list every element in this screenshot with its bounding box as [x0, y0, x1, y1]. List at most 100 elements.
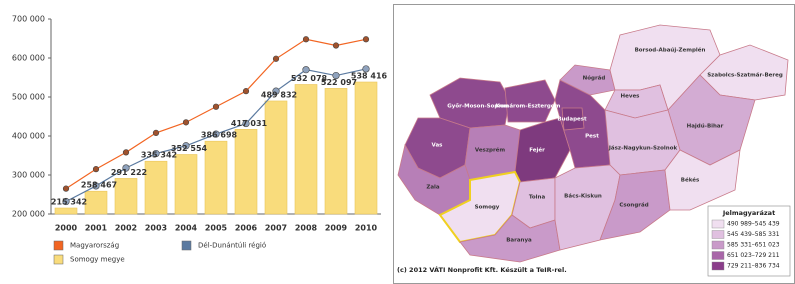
legend-swatch — [53, 240, 64, 251]
bar — [54, 207, 78, 215]
county-label: Pest — [585, 134, 599, 140]
map-legend-label: 729 211–836 734 — [727, 263, 780, 270]
x-tick-label: 2006 — [235, 224, 258, 233]
map-legend-swatch — [711, 240, 725, 250]
county-label: Békés — [681, 177, 700, 184]
county-label: Csongrád — [619, 202, 648, 209]
legend-swatch — [53, 254, 64, 265]
map-legend-label: 585 331–651 023 — [727, 242, 780, 249]
point — [332, 71, 340, 80]
x-tick-label: 2002 — [115, 224, 137, 233]
county — [504, 79, 556, 123]
x-tick-label: 2001 — [85, 224, 108, 233]
value-label: 258 467 — [81, 181, 117, 190]
bar — [264, 100, 288, 215]
map-legend-swatch — [711, 261, 725, 271]
map-legend-label: 545 439–585 331 — [727, 231, 780, 238]
bar — [354, 81, 378, 215]
legend-label: Somogy megye — [70, 256, 125, 264]
x-tick-label: 2007 — [265, 224, 287, 233]
legend-label: Magyarország — [70, 242, 119, 250]
x-tick-label: 2000 — [55, 224, 78, 233]
x-tick-label: 2009 — [325, 224, 348, 233]
x-tick-label: 2003 — [145, 224, 167, 233]
map-legend-swatch — [711, 230, 725, 239]
county-label: Veszprém — [475, 147, 506, 154]
bar — [234, 129, 258, 215]
point — [62, 197, 70, 206]
point — [212, 130, 220, 138]
point — [362, 36, 370, 43]
county-label: Nógrád — [583, 75, 606, 82]
value-label: 352 554 — [171, 144, 208, 153]
county-label: Zala — [426, 185, 440, 191]
value-label: 291 222 — [111, 168, 147, 177]
x-tick-label: 2004 — [175, 224, 198, 233]
county-label: Heves — [621, 94, 641, 100]
county — [459, 214, 561, 263]
point — [62, 185, 70, 192]
point — [182, 142, 190, 150]
point — [182, 119, 190, 126]
bar — [324, 88, 348, 215]
legend-swatch — [181, 240, 192, 251]
y-tick-label: 200 000 — [12, 210, 45, 219]
y-tick-label: 400 000 — [12, 132, 45, 141]
map-footer: (c) 2012 VÁTI Nonprofit Kft. Készült a T… — [397, 265, 567, 274]
point — [272, 87, 280, 95]
point — [302, 36, 310, 43]
point — [362, 65, 370, 73]
point — [122, 149, 130, 156]
value-label: 489 832 — [261, 90, 297, 99]
y-tick-label: 700 000 — [12, 15, 45, 24]
map-legend-title: Jelmagyarázat — [722, 209, 775, 217]
county-label: Jász-Nagykun-Szolnok — [608, 145, 678, 152]
x-tick-label: 2010 — [355, 224, 378, 233]
value-label: 386 698 — [201, 131, 238, 140]
county-label: Vas — [432, 143, 444, 149]
point — [272, 55, 280, 62]
point — [302, 66, 310, 74]
county — [664, 149, 741, 211]
point — [212, 103, 220, 110]
map-legend-swatch — [711, 219, 725, 229]
county-label: Somogy — [475, 205, 500, 211]
bar — [144, 160, 168, 215]
county-label: Hajdú-Bihar — [687, 123, 724, 130]
county — [561, 107, 585, 131]
x-tick-label: 2008 — [295, 224, 318, 233]
legend-label: Dél-Dunántúli régió — [198, 242, 266, 250]
value-label: 538 416 — [351, 72, 388, 81]
value-label: 532 078 — [291, 74, 328, 83]
point — [122, 164, 130, 172]
point — [332, 42, 340, 49]
point — [92, 166, 100, 173]
point — [152, 149, 160, 158]
county-label: Fejér — [529, 147, 545, 154]
y-tick-label: 600 000 — [12, 54, 45, 63]
y-tick-label: 500 000 — [12, 93, 45, 102]
x-tick-label: 2005 — [205, 224, 228, 233]
map-legend-label: 490 989–545 439 — [727, 221, 780, 228]
bar — [204, 140, 228, 215]
county-label: Szabolcs-Szatmár-Bereg — [707, 72, 783, 79]
point — [242, 88, 250, 95]
point — [242, 119, 250, 128]
county-label: Budapest — [557, 117, 587, 123]
county-label: Győr-Moson-Sopron — [447, 104, 509, 110]
value-label: 335 342 — [141, 151, 177, 160]
map-legend-swatch — [711, 251, 725, 260]
point — [92, 182, 100, 190]
bar — [114, 178, 138, 215]
bar — [84, 190, 108, 215]
value-label: 522 097 — [321, 78, 357, 87]
bar — [174, 154, 198, 215]
value-label: 215 342 — [51, 198, 87, 207]
value-label: 417 031 — [231, 119, 268, 128]
county-label: Bács-Kiskun — [564, 193, 602, 200]
y-tick-label: 300 000 — [12, 171, 45, 180]
county-label: Borsod-Abaúj-Zemplén — [635, 47, 706, 54]
county-label: Komárom-Esztergom — [496, 103, 561, 110]
map-legend-label: 651 023–729 211 — [727, 252, 780, 259]
